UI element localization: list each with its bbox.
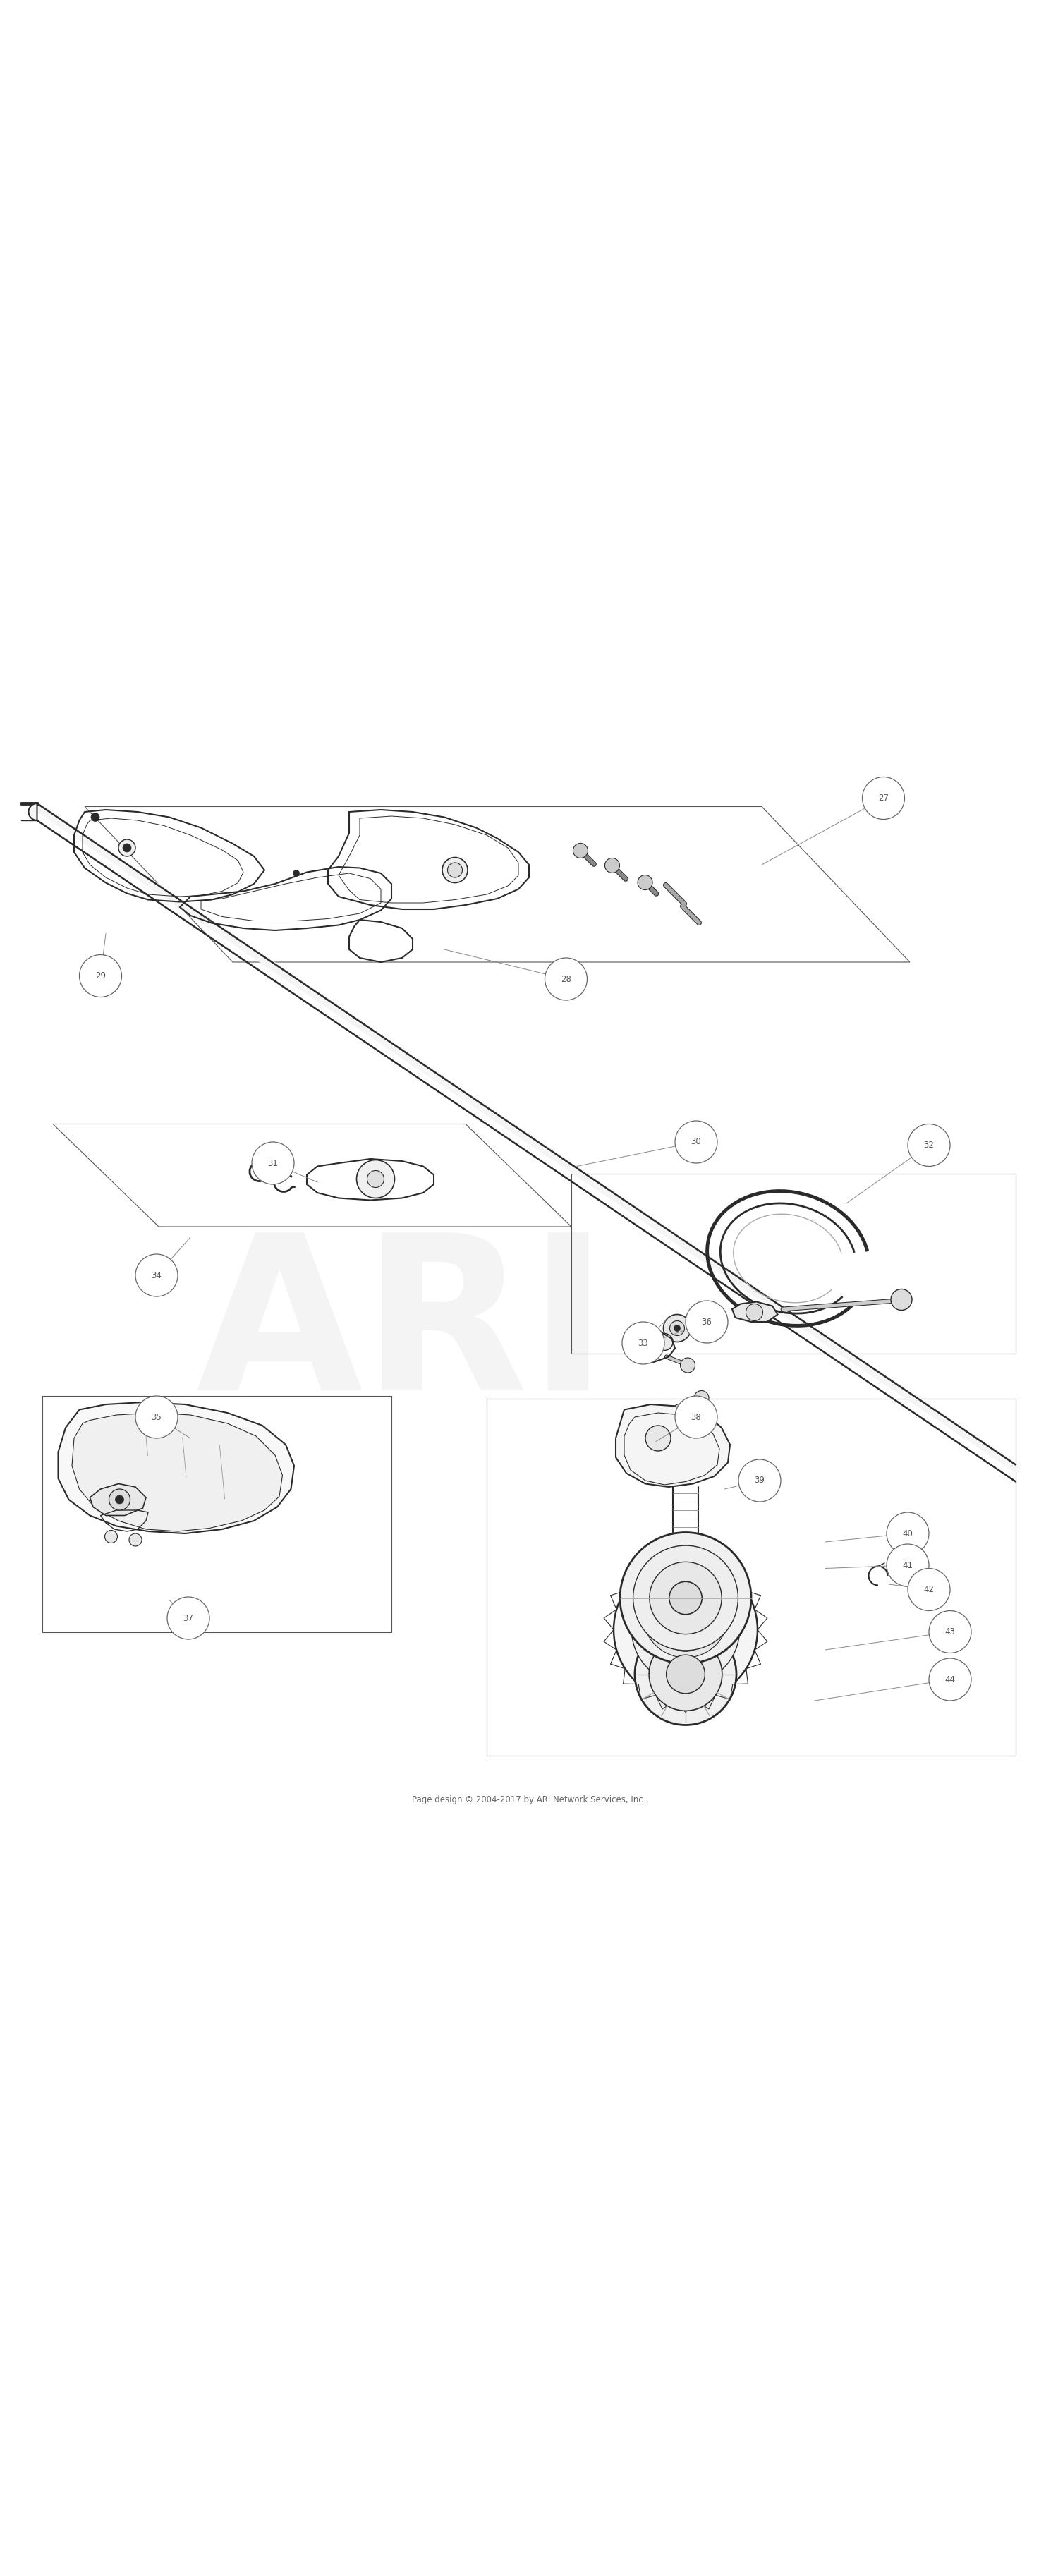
Circle shape bbox=[105, 1530, 117, 1543]
Circle shape bbox=[674, 1324, 680, 1332]
Circle shape bbox=[118, 840, 135, 855]
Circle shape bbox=[908, 1569, 950, 1610]
Circle shape bbox=[929, 1659, 971, 1700]
Circle shape bbox=[442, 858, 468, 884]
Circle shape bbox=[167, 1597, 209, 1638]
Circle shape bbox=[109, 1489, 130, 1510]
Circle shape bbox=[635, 1623, 736, 1726]
Circle shape bbox=[79, 956, 122, 997]
Circle shape bbox=[656, 1334, 673, 1350]
Circle shape bbox=[129, 1533, 142, 1546]
Circle shape bbox=[675, 1396, 717, 1437]
Text: 37: 37 bbox=[183, 1613, 194, 1623]
Polygon shape bbox=[90, 1484, 146, 1515]
Circle shape bbox=[632, 1577, 740, 1685]
Text: 33: 33 bbox=[638, 1340, 649, 1347]
Circle shape bbox=[887, 1512, 929, 1556]
Text: 28: 28 bbox=[561, 974, 571, 984]
Circle shape bbox=[645, 1425, 671, 1450]
Circle shape bbox=[545, 958, 587, 999]
Circle shape bbox=[620, 1533, 751, 1664]
Circle shape bbox=[115, 1497, 124, 1504]
Circle shape bbox=[357, 1159, 395, 1198]
Text: 29: 29 bbox=[95, 971, 106, 981]
Circle shape bbox=[630, 1558, 742, 1672]
Text: 43: 43 bbox=[945, 1628, 955, 1636]
Circle shape bbox=[638, 876, 653, 889]
Circle shape bbox=[738, 1461, 781, 1502]
Polygon shape bbox=[72, 1412, 282, 1530]
Circle shape bbox=[664, 1607, 707, 1651]
Circle shape bbox=[891, 1288, 912, 1311]
Polygon shape bbox=[616, 1404, 730, 1486]
Text: 38: 38 bbox=[691, 1412, 701, 1422]
Circle shape bbox=[605, 858, 620, 873]
Circle shape bbox=[746, 1303, 763, 1321]
Circle shape bbox=[123, 842, 131, 853]
Text: 41: 41 bbox=[902, 1561, 913, 1569]
Circle shape bbox=[649, 1638, 723, 1710]
Text: 36: 36 bbox=[701, 1316, 712, 1327]
Polygon shape bbox=[732, 1301, 778, 1321]
Circle shape bbox=[680, 1358, 695, 1373]
Polygon shape bbox=[671, 1553, 700, 1579]
Circle shape bbox=[622, 1321, 664, 1365]
Polygon shape bbox=[58, 1401, 294, 1533]
Circle shape bbox=[929, 1610, 971, 1654]
Text: 42: 42 bbox=[924, 1584, 934, 1595]
Text: 30: 30 bbox=[691, 1139, 701, 1146]
Circle shape bbox=[135, 1255, 178, 1296]
Circle shape bbox=[135, 1396, 178, 1437]
Text: 44: 44 bbox=[945, 1674, 955, 1685]
Text: 31: 31 bbox=[268, 1159, 278, 1167]
Circle shape bbox=[686, 1301, 728, 1342]
Text: 27: 27 bbox=[878, 793, 889, 804]
Circle shape bbox=[639, 1334, 660, 1355]
Circle shape bbox=[633, 1546, 738, 1651]
Circle shape bbox=[862, 778, 905, 819]
Circle shape bbox=[367, 1170, 384, 1188]
Circle shape bbox=[614, 1558, 758, 1703]
Circle shape bbox=[670, 1321, 685, 1334]
Text: ARI: ARI bbox=[196, 1226, 608, 1435]
Circle shape bbox=[667, 1654, 705, 1692]
Text: 40: 40 bbox=[902, 1530, 913, 1538]
Circle shape bbox=[448, 863, 462, 878]
Circle shape bbox=[650, 1561, 722, 1633]
Circle shape bbox=[91, 814, 99, 822]
Text: 39: 39 bbox=[754, 1476, 765, 1486]
Circle shape bbox=[663, 1314, 691, 1342]
Circle shape bbox=[252, 1141, 294, 1185]
Text: 32: 32 bbox=[924, 1141, 934, 1149]
Text: Page design © 2004-2017 by ARI Network Services, Inc.: Page design © 2004-2017 by ARI Network S… bbox=[413, 1795, 645, 1803]
Circle shape bbox=[908, 1123, 950, 1167]
Circle shape bbox=[643, 1571, 728, 1656]
Text: 35: 35 bbox=[151, 1412, 162, 1422]
Circle shape bbox=[694, 1391, 709, 1406]
Circle shape bbox=[573, 842, 588, 858]
Circle shape bbox=[293, 871, 299, 876]
Text: 34: 34 bbox=[151, 1270, 162, 1280]
Circle shape bbox=[887, 1543, 929, 1587]
Circle shape bbox=[669, 1582, 703, 1615]
Polygon shape bbox=[29, 804, 37, 819]
Circle shape bbox=[675, 1121, 717, 1164]
